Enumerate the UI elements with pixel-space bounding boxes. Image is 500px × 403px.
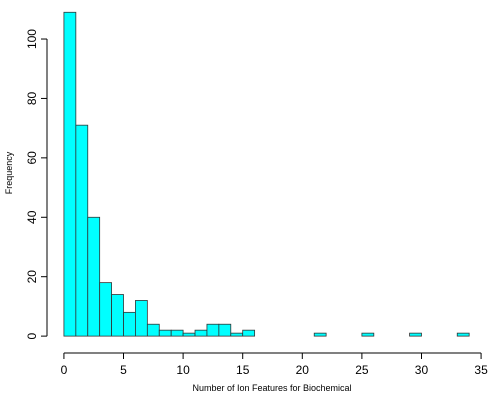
- bar: [230, 332, 244, 337]
- bar: [456, 332, 470, 337]
- bar: [218, 323, 232, 337]
- bar: [99, 282, 112, 337]
- y-tick-label: 80: [25, 91, 39, 105]
- y-axis-label: Frequency: [4, 151, 14, 194]
- bar: [206, 323, 220, 337]
- x-tick-label: 20: [296, 363, 310, 377]
- bar: [146, 323, 160, 337]
- bar: [158, 329, 172, 337]
- bar: [361, 332, 375, 337]
- bar: [87, 216, 101, 337]
- y-tick-label: 100: [25, 29, 39, 49]
- x-tick-label: 10: [176, 363, 190, 377]
- bar: [409, 332, 422, 337]
- x-axis-label: Number of Ion Features for Biochemical: [192, 383, 351, 393]
- y-tick-label: 0: [25, 332, 39, 339]
- x-tick-label: 15: [236, 363, 250, 377]
- bar: [170, 329, 184, 337]
- bar: [111, 294, 124, 337]
- x-tick-label: 35: [474, 363, 488, 377]
- x-tick-label: 5: [120, 363, 127, 377]
- bar: [135, 300, 148, 337]
- bar: [194, 329, 208, 337]
- x-tick-label: 0: [61, 363, 68, 377]
- bar: [182, 332, 196, 337]
- bar: [313, 332, 327, 337]
- y-tick-label: 40: [25, 210, 39, 224]
- bar: [242, 329, 256, 337]
- x-tick-label: 25: [355, 363, 369, 377]
- y-tick-label: 60: [25, 151, 39, 165]
- bar: [63, 11, 77, 337]
- x-tick-label: 30: [415, 363, 429, 377]
- bar: [123, 311, 136, 337]
- y-tick-label: 20: [25, 270, 39, 284]
- bar: [75, 124, 89, 337]
